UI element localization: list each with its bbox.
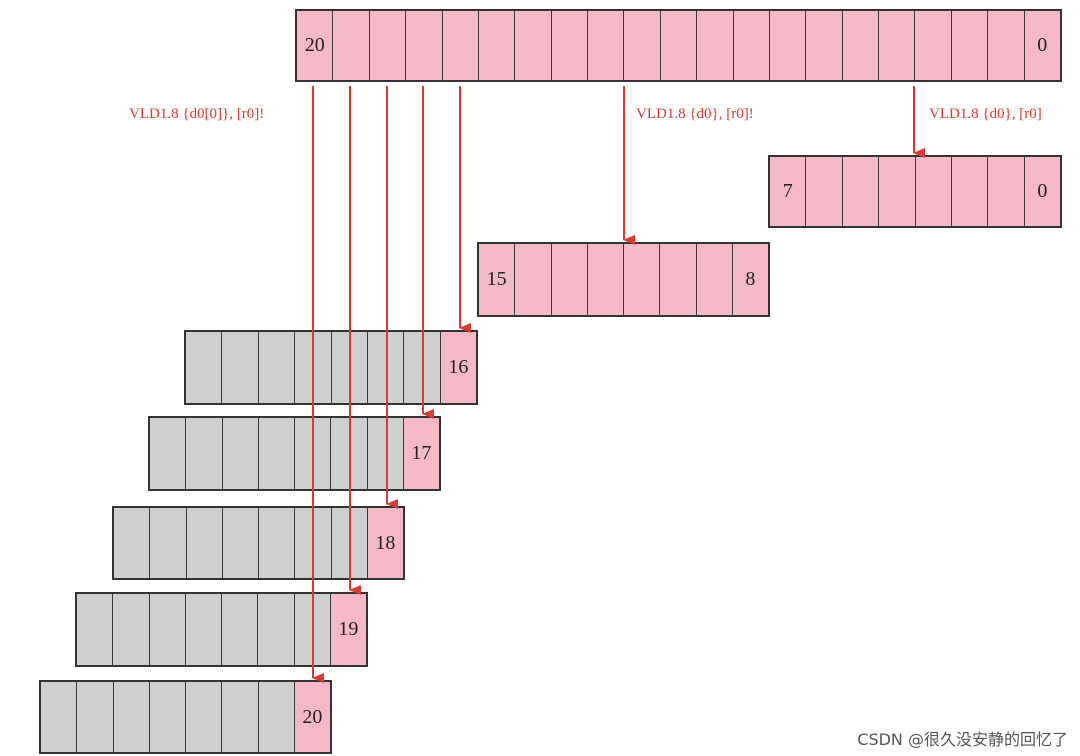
- register-cell: 15: [479, 244, 516, 315]
- register-cell: [988, 11, 1025, 80]
- register-cell: [258, 418, 295, 489]
- register-cell: 16: [440, 332, 476, 403]
- register-cell: [624, 244, 661, 315]
- register-cell: [222, 508, 259, 578]
- register-cell: [259, 508, 296, 578]
- register-cell: [806, 157, 843, 226]
- register-cell: [551, 11, 588, 80]
- register-cell: 18: [367, 508, 403, 578]
- register-cell: [842, 157, 880, 226]
- register-cell: [769, 11, 807, 80]
- register-cell: [150, 508, 187, 578]
- register-cell: 8: [732, 244, 768, 315]
- register-cell: [186, 332, 223, 403]
- lane-register-19: 19: [75, 592, 368, 667]
- register-cell: [367, 332, 405, 403]
- register-cell: [624, 11, 661, 80]
- register-cell: [294, 594, 331, 665]
- register-cell: [879, 157, 916, 226]
- register-cell: [41, 682, 78, 752]
- register-cell: [696, 244, 733, 315]
- register-cell: 0: [1024, 11, 1060, 80]
- lane-load-instruction-label: VLD1.8 {d0[0]}, [r0]!: [129, 106, 265, 122]
- register-cell: 20: [297, 11, 334, 80]
- register-cell: [258, 682, 295, 752]
- register-cell: [222, 682, 259, 752]
- register-cell: [258, 594, 295, 665]
- register-cell: [515, 244, 552, 315]
- register-cell: [150, 418, 187, 489]
- register-cell: [222, 418, 259, 489]
- register-cell: [113, 682, 150, 752]
- register-cell: [733, 11, 770, 80]
- register-cell: [442, 11, 479, 80]
- register-cell: [915, 11, 952, 80]
- register-cell: [185, 594, 222, 665]
- register-cell: [404, 332, 441, 403]
- register-cell: 19: [330, 594, 366, 665]
- register-cell: [988, 157, 1025, 226]
- register-cell: [186, 682, 223, 752]
- lane-register-17: 17: [148, 416, 441, 491]
- register-cell: [186, 508, 223, 578]
- register-cell: [478, 11, 516, 80]
- register-cell: [660, 11, 698, 80]
- register-cell: 20: [294, 682, 330, 752]
- register-cell: [113, 594, 150, 665]
- register-cell: [149, 594, 186, 665]
- register-cell: [331, 508, 368, 578]
- register-cell: [222, 594, 259, 665]
- register-cell: [806, 11, 843, 80]
- register-cell: [186, 418, 223, 489]
- lane-register-16: 16: [184, 330, 478, 405]
- register-cell: 7: [770, 157, 807, 226]
- register-cell: [114, 508, 151, 578]
- register-cell: [77, 594, 114, 665]
- register-cell: [369, 11, 407, 80]
- lane-register-18: 18: [112, 506, 405, 580]
- register-cell: [879, 11, 916, 80]
- register-cell: [222, 332, 259, 403]
- register-cell: [588, 11, 625, 80]
- register-cell: [331, 332, 368, 403]
- register-cell: [587, 244, 624, 315]
- right-load-instruction-label: VLD1.8 {d0}, [r0]: [929, 106, 1042, 122]
- register-cell: [258, 332, 296, 403]
- register-cell: [915, 157, 952, 226]
- register-cell: [295, 418, 332, 489]
- lane-register-20: 20: [39, 680, 332, 754]
- register-cell: [295, 332, 332, 403]
- register-cell: [551, 244, 588, 315]
- mid-load-instruction-label: VLD1.8 {d0}, [r0]!: [636, 106, 754, 122]
- source-memory-register: 20 0: [295, 9, 1062, 82]
- register-cell: 0: [1024, 157, 1060, 226]
- watermark: CSDN @很久没安静的回忆了: [857, 730, 1068, 749]
- register-cell: [697, 11, 734, 80]
- register-cell: [77, 682, 114, 752]
- register-cell: [951, 157, 989, 226]
- register-cell: 17: [403, 418, 439, 489]
- register-d0-bytes-8-15: 15 8: [477, 242, 770, 317]
- register-cell: [515, 11, 552, 80]
- register-cell: [951, 11, 989, 80]
- register-cell: [660, 244, 697, 315]
- register-cell: [842, 11, 879, 80]
- register-cell: [295, 508, 332, 578]
- register-cell: [333, 11, 370, 80]
- register-cell: [406, 11, 443, 80]
- register-cell: [367, 418, 404, 489]
- register-cell: [149, 682, 186, 752]
- register-cell: [331, 418, 368, 489]
